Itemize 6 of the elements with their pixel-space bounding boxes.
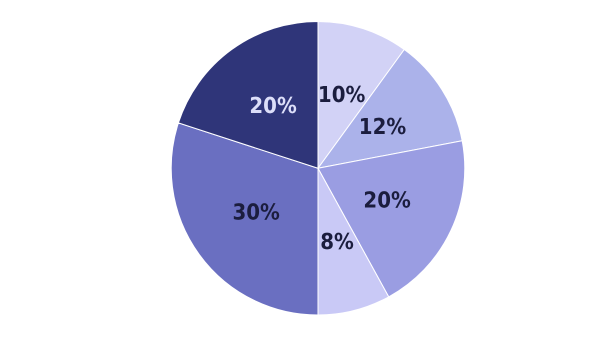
data-label: 12%	[358, 114, 406, 140]
data-label: 8%	[320, 230, 354, 255]
data-label: 10%	[318, 83, 366, 108]
data-label: 20%	[249, 94, 297, 119]
data-label: 30%	[232, 200, 280, 226]
data-label: 20%	[363, 188, 411, 214]
